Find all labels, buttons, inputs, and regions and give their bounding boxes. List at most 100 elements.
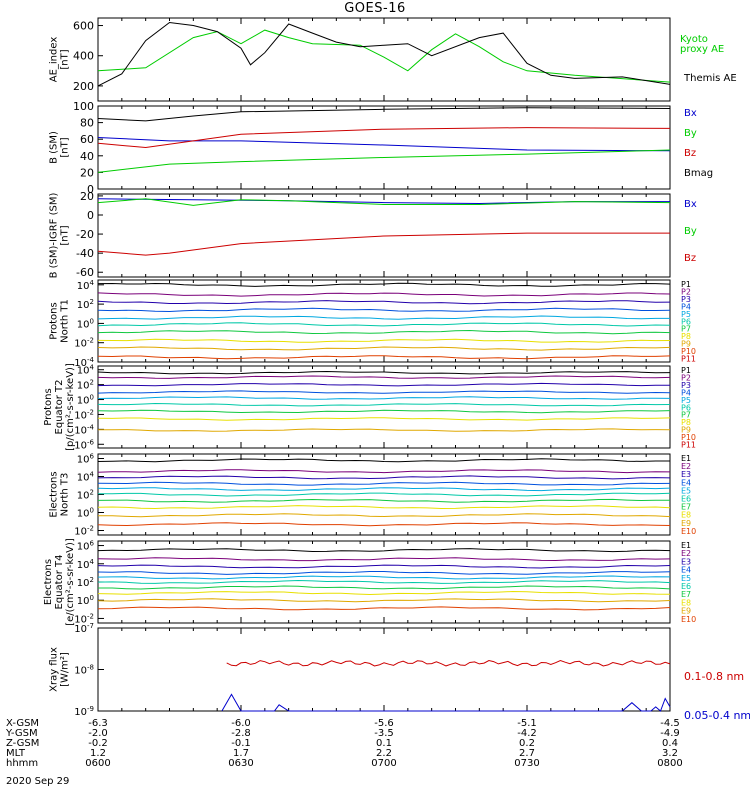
panel-p2: [97, 365, 671, 449]
series-line: [97, 355, 671, 360]
legend-e2: E2: [681, 462, 691, 471]
y-tick-label: 100: [77, 394, 94, 407]
footer-value: 1.2: [90, 748, 106, 759]
y-tick-label: 102: [77, 489, 94, 502]
series-line: [97, 475, 671, 480]
footer-value: 0600: [85, 758, 110, 769]
y-axis-label: [e/(cm²-s-sr-keV)]: [65, 538, 76, 626]
y-axis-label: [nT]: [60, 225, 71, 245]
legend-bx: Bx: [684, 108, 697, 119]
panel-p1: [97, 279, 671, 363]
legend-p5: P5: [681, 310, 691, 319]
y-tick-label: 102: [77, 298, 94, 311]
series-line: [97, 300, 671, 305]
legend-e6: E6: [681, 582, 691, 591]
series-line: [97, 390, 671, 394]
footer-value: -0.2: [88, 738, 108, 749]
footer-value: 2.7: [519, 748, 535, 759]
footer-value: -6.0: [231, 718, 251, 729]
series-line: [97, 21, 671, 87]
series-line: [97, 417, 671, 421]
chart-title: GOES-16: [344, 1, 406, 16]
legend-e2: E2: [681, 549, 691, 558]
y-tick-label: 100: [77, 594, 94, 607]
footer-row-label: Z-GSM: [6, 738, 39, 749]
legend-e10: E10: [681, 615, 696, 624]
footer-value: 2.2: [376, 748, 392, 759]
y-tick-label: 10-2: [74, 612, 94, 625]
y-tick-label: 100: [77, 317, 94, 330]
legend-p9: P9: [681, 426, 691, 435]
y-tick-label: 400: [73, 50, 94, 63]
legend-e7: E7: [681, 590, 691, 599]
footer-row-label: MLT: [6, 748, 26, 759]
y-tick-label: 600: [73, 20, 94, 33]
footer-value: -2.0: [88, 728, 108, 739]
legend-p7: P7: [681, 325, 691, 334]
y-tick-label: 20: [80, 166, 94, 179]
y-tick-label: 200: [73, 80, 94, 93]
footer-value: -4.2: [517, 728, 537, 739]
y-tick-label: -40: [76, 247, 94, 260]
footer-value: -5.6: [374, 718, 394, 729]
legend-p2: P2: [681, 373, 691, 382]
y-tick-label: 102: [77, 576, 94, 589]
y-tick-label: 106: [77, 540, 95, 553]
legend-bz: Bz: [684, 148, 696, 159]
series-line: [97, 469, 671, 474]
legend-p10: P10: [681, 433, 696, 442]
panel-frame: [97, 105, 671, 190]
legend-e1: E1: [681, 541, 691, 550]
y-tick-label: 100: [77, 507, 94, 520]
series-line: [97, 282, 671, 287]
series-line: [97, 127, 671, 149]
legend-p11: P11: [681, 355, 696, 364]
series-line: [97, 522, 671, 527]
y-tick-label: 10-4: [74, 356, 94, 369]
legend-p9: P9: [681, 340, 691, 349]
legend-p8: P8: [681, 332, 691, 341]
legend-e9: E9: [681, 607, 691, 616]
panel-frame: [97, 17, 671, 102]
legend-p8: P8: [681, 418, 691, 427]
footer-value: -4.5: [660, 718, 680, 729]
panel-b: [97, 105, 671, 190]
legend-p5: P5: [681, 396, 691, 405]
series-line: [97, 598, 671, 603]
y-tick-label: 104: [77, 471, 95, 484]
legend-p3: P3: [681, 295, 691, 304]
series-line: [97, 198, 671, 206]
y-axis-label: Electrons: [43, 559, 54, 605]
legend-proxy-ae: proxy AE: [680, 44, 724, 55]
footer-value: 0800: [657, 758, 682, 769]
footer-value: -0.1: [231, 738, 251, 749]
footer-value: -6.3: [88, 718, 108, 729]
footer-row-label: X-GSM: [6, 718, 39, 729]
legend-bmag: Bmag: [684, 168, 713, 179]
series-line: [97, 575, 671, 580]
series-line: [97, 590, 671, 596]
y-tick-label: 10-9: [74, 705, 94, 718]
series-line: [97, 382, 670, 387]
panel-ae: [97, 17, 671, 102]
legend-kyoto: Kyoto: [680, 34, 708, 45]
y-tick-label: 0: [87, 209, 94, 222]
series-line: [97, 548, 671, 553]
y-axis-label: Equator T4: [54, 555, 65, 610]
y-axis-label: [nT]: [60, 49, 71, 69]
footer-value: -4.9: [660, 728, 680, 739]
y-tick-label: 10-6: [74, 438, 94, 451]
footer-row-label: Y-GSM: [5, 728, 38, 739]
y-tick-label: 100: [73, 100, 94, 113]
series-line: [97, 564, 671, 569]
series-line: [97, 492, 671, 497]
y-tick-label: -20: [76, 228, 94, 241]
series-line: [97, 458, 670, 463]
y-tick-label: 104: [77, 279, 95, 292]
legend-e10: E10: [681, 527, 696, 536]
panel-bigrf: [97, 193, 671, 278]
y-tick-label: -60: [76, 266, 94, 279]
legend-p7: P7: [681, 411, 691, 420]
footer-value: 0730: [514, 758, 539, 769]
footer-value: -5.1: [517, 718, 537, 729]
